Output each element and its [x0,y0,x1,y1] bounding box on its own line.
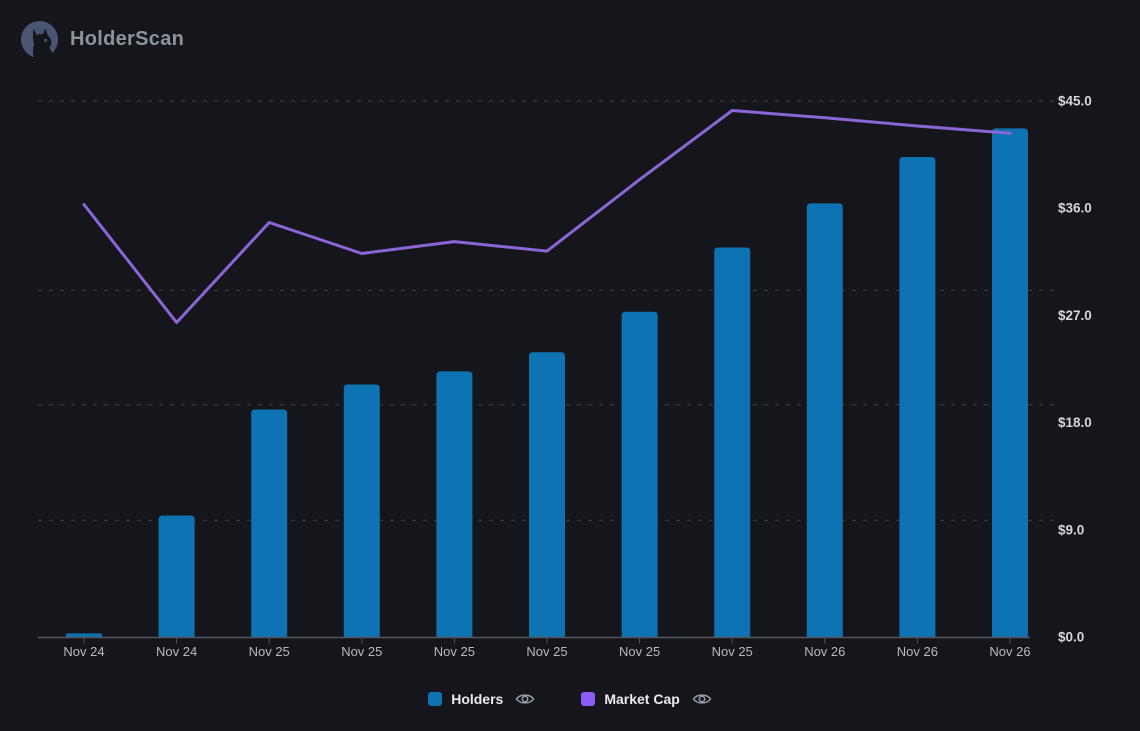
eye-icon[interactable] [515,692,535,706]
market-cap-swatch [581,692,596,706]
x-axis-label: Nov 25 [249,644,290,659]
x-axis-label: Nov 25 [341,644,382,659]
holders-bar[interactable] [251,409,288,638]
holders-bar[interactable] [621,311,658,637]
holders-marketcap-chart[interactable]: $45.0 $36.0 $27.0 $18.0 $9.0 $0.0 Nov 24 Nov 24… [0,0,1140,678]
y-axis-label: $36.0 [1058,201,1092,216]
app-title: HolderScan [70,28,185,50]
holders-bar[interactable] [529,352,565,637]
x-axis-label: Nov 25 [434,644,475,659]
holders-bar[interactable] [806,203,843,637]
x-axis-label: Nov 25 [619,644,660,659]
holders-bar[interactable] [158,515,195,638]
market-cap-line[interactable] [82,109,1012,324]
x-axis-label: Nov 25 [712,644,753,659]
holders-swatch [428,692,443,706]
holderscan-cat-logo [20,20,59,59]
chart-legend: Holders Market Cap [0,691,1140,707]
y-axis-label: $45.0 [1058,94,1092,109]
legend-item-market-cap[interactable]: Market Cap [581,691,712,707]
legend-label-holders: Holders [451,691,504,707]
app-header: HolderScan [20,20,184,59]
holders-bar[interactable] [714,247,751,638]
holders-bar[interactable] [992,128,1028,637]
x-axis-label: Nov 24 [156,644,197,659]
y-axis-label: $18.0 [1058,415,1092,430]
y-axis-label: $27.0 [1058,308,1092,323]
holders-bar[interactable] [899,157,936,637]
x-axis-label: Nov 26 [804,644,845,659]
y-axis-label: $0.0 [1058,630,1084,645]
holders-bar[interactable] [436,371,473,637]
eye-icon[interactable] [692,692,712,706]
x-axis-label: Nov 24 [63,644,104,659]
x-axis-label: Nov 26 [897,644,938,659]
x-axis-label: Nov 25 [526,644,567,659]
x-axis-label: Nov 26 [989,644,1030,659]
holders-bar[interactable] [66,633,102,637]
y-axis-label: $9.0 [1058,522,1084,537]
legend-label-market-cap: Market Cap [604,691,680,707]
legend-item-holders[interactable]: Holders [428,691,535,707]
holders-bar[interactable] [343,384,380,638]
